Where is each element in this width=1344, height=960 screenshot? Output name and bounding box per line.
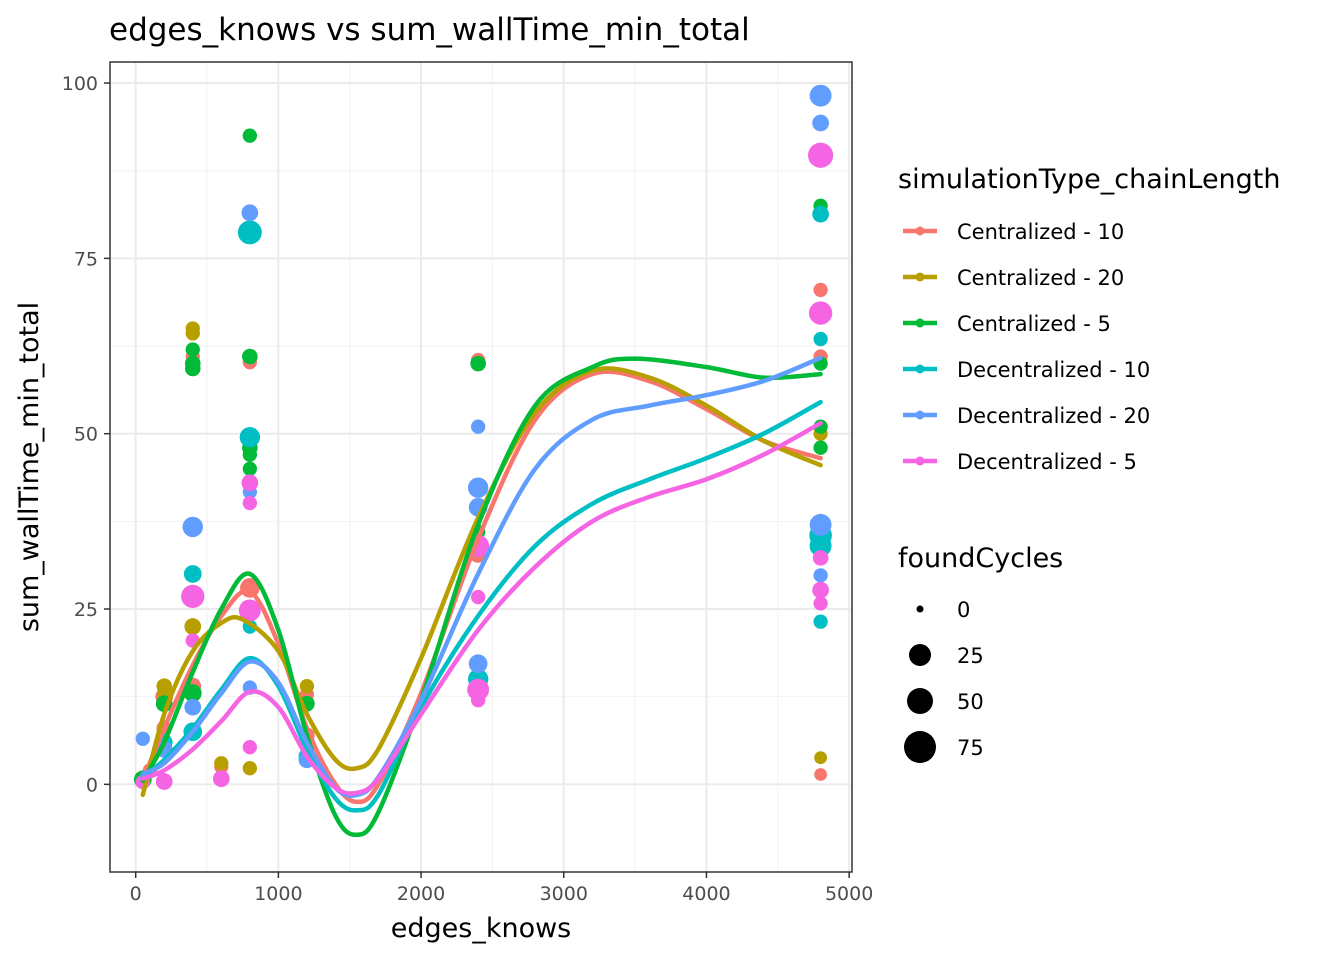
size-legend-label: 50 [957, 690, 984, 714]
data-point [813, 596, 828, 611]
data-point [467, 678, 490, 701]
data-point [813, 440, 828, 455]
x-axis: 0 1000 2000 3000 4000 5000 [130, 872, 873, 905]
data-point [242, 761, 257, 776]
series-line [140, 356, 823, 838]
data-point [184, 360, 201, 377]
data-point [237, 220, 262, 245]
y-tick-label: 25 [74, 599, 98, 621]
data-point [467, 477, 489, 498]
size-legend-key [904, 731, 936, 763]
x-tick-label: 4000 [682, 883, 730, 905]
data-point [242, 447, 257, 462]
grid-major [110, 62, 852, 872]
data-point [470, 355, 486, 372]
data-point [182, 516, 203, 538]
data-point [184, 618, 202, 635]
data-point [468, 654, 488, 674]
size-legend-key [907, 688, 933, 714]
data-point [808, 142, 834, 168]
plot-background [110, 62, 852, 872]
legend-label: Decentralized - 5 [957, 450, 1137, 474]
x-tick-label: 2000 [397, 883, 445, 905]
data-point [242, 740, 257, 755]
data-point [242, 461, 257, 476]
data-point [299, 678, 315, 694]
data-point [155, 773, 173, 790]
x-tick-label: 0 [130, 883, 142, 905]
data-point [813, 282, 828, 298]
data-point [183, 565, 202, 583]
data-point [809, 84, 832, 107]
chart-title: edges_knows vs sum_wallTime_min_total [109, 12, 750, 48]
series-line [140, 420, 823, 796]
legend-key-point [915, 456, 925, 466]
data-point [212, 770, 230, 788]
series-line [140, 369, 823, 805]
data-point [814, 751, 828, 765]
data-point [184, 698, 202, 716]
legend-key-point [915, 364, 925, 374]
data-point [239, 426, 261, 448]
data-point [242, 348, 258, 365]
data-point [808, 301, 833, 325]
data-point [241, 474, 259, 492]
data-point [809, 513, 832, 536]
smooth-lines [140, 355, 823, 838]
x-tick-label: 3000 [540, 883, 588, 905]
data-point [812, 550, 829, 566]
y-tick-label: 50 [74, 424, 98, 446]
data-point [214, 756, 229, 771]
y-tick-label: 100 [62, 73, 98, 95]
y-tick-label: 75 [74, 248, 98, 270]
data-point [181, 584, 205, 609]
data-point [812, 205, 829, 223]
y-axis-title: sum_wallTime_min_total [14, 302, 45, 632]
data-point [813, 614, 828, 629]
x-axis-title: edges_knows [391, 913, 571, 944]
legend-key-point [915, 318, 925, 328]
legend-label: Centralized - 5 [957, 312, 1111, 336]
series-line [140, 366, 823, 798]
data-point [470, 419, 486, 434]
data-point [242, 495, 257, 511]
size-legend-key [916, 605, 924, 613]
size-legend-label: 0 [957, 598, 970, 622]
data-point [185, 342, 200, 357]
data-point [813, 331, 828, 347]
legend-label: Centralized - 20 [957, 266, 1124, 290]
x-tick-label: 1000 [254, 883, 302, 905]
legend-size: foundCycles 0 25 50 75 [898, 543, 1063, 763]
legend-color: simulationType_chainLength Centralized -… [898, 164, 1281, 474]
data-point [814, 768, 828, 781]
legend-key-point [915, 226, 925, 236]
y-tick-label: 0 [86, 774, 98, 796]
data-point [812, 114, 829, 132]
legend-key-point [915, 272, 925, 282]
data-point [238, 599, 261, 622]
legend-label: Decentralized - 20 [957, 404, 1150, 428]
legend-label: Centralized - 10 [957, 220, 1124, 244]
legend-label: Decentralized - 10 [957, 358, 1150, 382]
data-point [813, 568, 828, 583]
y-axis: 0 25 50 75 100 [62, 73, 110, 796]
data-point [135, 731, 150, 746]
data-point [809, 534, 832, 557]
legend-size-title: foundCycles [898, 543, 1063, 574]
size-legend-key [909, 644, 931, 666]
data-point [470, 589, 486, 605]
data-point [241, 204, 259, 222]
plot-panel [109, 61, 853, 873]
plot-border [109, 61, 853, 873]
data-point [470, 693, 486, 708]
data-point [242, 128, 257, 143]
size-legend-label: 25 [957, 644, 984, 668]
legend-color-title: simulationType_chainLength [898, 164, 1281, 195]
x-tick-label: 5000 [825, 883, 873, 905]
legend-key-point [915, 410, 925, 420]
data-point [812, 581, 829, 599]
data-point [185, 326, 200, 341]
size-legend-label: 75 [957, 736, 984, 760]
